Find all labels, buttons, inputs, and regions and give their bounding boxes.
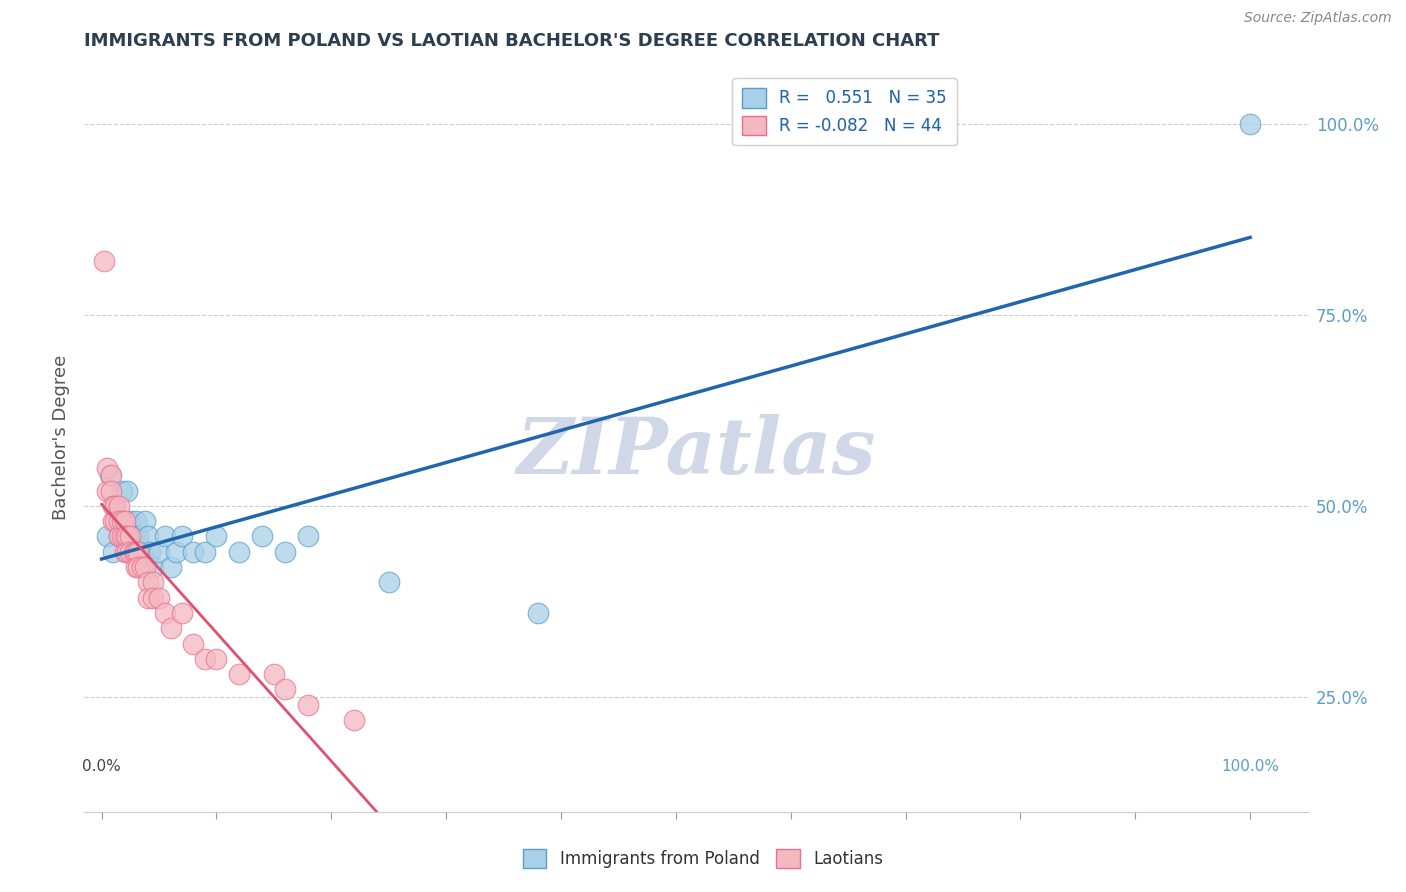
- Point: [297, 529, 319, 543]
- Point: [108, 514, 131, 528]
- Text: 100.0%: 100.0%: [1222, 758, 1279, 773]
- Point: [96, 483, 118, 498]
- Point: [111, 514, 134, 528]
- Text: IMMIGRANTS FROM POLAND VS LAOTIAN BACHELOR'S DEGREE CORRELATION CHART: IMMIGRANTS FROM POLAND VS LAOTIAN BACHEL…: [84, 32, 939, 50]
- Point: [343, 713, 366, 727]
- Point: [115, 529, 138, 543]
- Point: [93, 254, 115, 268]
- Point: [125, 560, 148, 574]
- Point: [125, 545, 148, 559]
- Point: [96, 460, 118, 475]
- Point: [100, 483, 122, 498]
- Point: [122, 545, 145, 559]
- Point: [96, 529, 118, 543]
- Point: [120, 529, 142, 543]
- Point: [228, 667, 250, 681]
- Point: [125, 514, 148, 528]
- Point: [104, 499, 127, 513]
- Y-axis label: Bachelor's Degree: Bachelor's Degree: [52, 354, 70, 520]
- Point: [134, 514, 156, 528]
- Point: [120, 545, 142, 559]
- Point: [170, 529, 193, 543]
- Point: [108, 499, 131, 513]
- Point: [122, 529, 145, 543]
- Point: [101, 499, 124, 513]
- Point: [127, 545, 149, 559]
- Point: [134, 560, 156, 574]
- Point: [274, 682, 297, 697]
- Point: [136, 575, 159, 590]
- Point: [101, 514, 124, 528]
- Point: [122, 545, 145, 559]
- Point: [205, 529, 228, 543]
- Point: [131, 560, 153, 574]
- Point: [183, 545, 205, 559]
- Point: [142, 575, 165, 590]
- Point: [194, 545, 217, 559]
- Point: [142, 560, 165, 574]
- Point: [136, 529, 159, 543]
- Point: [104, 499, 127, 513]
- Point: [98, 468, 121, 483]
- Point: [120, 514, 142, 528]
- Point: [114, 545, 136, 559]
- Point: [108, 529, 131, 543]
- Point: [142, 591, 165, 605]
- Point: [170, 606, 193, 620]
- Text: ZIPatlas: ZIPatlas: [516, 414, 876, 491]
- Point: [114, 514, 136, 528]
- Point: [263, 667, 285, 681]
- Legend: R =   0.551   N = 35, R = -0.082   N = 44: R = 0.551 N = 35, R = -0.082 N = 44: [733, 78, 956, 145]
- Point: [127, 529, 149, 543]
- Point: [153, 529, 176, 543]
- Point: [104, 514, 127, 528]
- Point: [297, 698, 319, 712]
- Point: [148, 545, 170, 559]
- Point: [205, 652, 228, 666]
- Point: [148, 591, 170, 605]
- Point: [527, 606, 550, 620]
- Point: [183, 636, 205, 650]
- Point: [228, 545, 250, 559]
- Point: [111, 529, 134, 543]
- Point: [115, 483, 138, 498]
- Point: [139, 545, 162, 559]
- Point: [159, 560, 181, 574]
- Point: [165, 545, 187, 559]
- Point: [127, 560, 149, 574]
- Point: [194, 652, 217, 666]
- Text: Source: ZipAtlas.com: Source: ZipAtlas.com: [1244, 12, 1392, 25]
- Point: [100, 468, 122, 483]
- Point: [120, 545, 142, 559]
- Point: [131, 545, 153, 559]
- Point: [101, 545, 124, 559]
- Point: [114, 529, 136, 543]
- Point: [125, 545, 148, 559]
- Point: [274, 545, 297, 559]
- Text: 0.0%: 0.0%: [82, 758, 121, 773]
- Point: [114, 529, 136, 543]
- Point: [136, 591, 159, 605]
- Point: [108, 529, 131, 543]
- Point: [252, 529, 274, 543]
- Point: [159, 621, 181, 635]
- Legend: Immigrants from Poland, Laotians: Immigrants from Poland, Laotians: [516, 842, 890, 875]
- Point: [377, 575, 399, 590]
- Point: [111, 483, 134, 498]
- Point: [153, 606, 176, 620]
- Point: [1239, 117, 1261, 131]
- Point: [115, 545, 138, 559]
